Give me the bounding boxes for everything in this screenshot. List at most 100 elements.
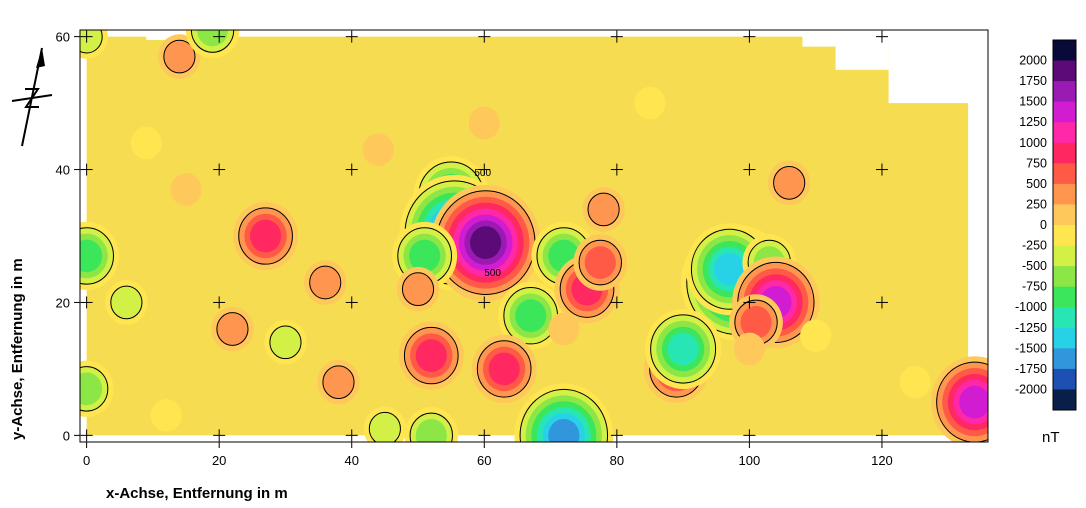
crosshair-mark [478, 163, 491, 176]
crosshair-mark [345, 30, 358, 43]
crosshair-mark [478, 429, 491, 442]
anomaly [105, 280, 148, 325]
colorbar-swatch [1053, 389, 1076, 411]
anomaly-ring [130, 126, 162, 160]
colorbar-swatch [1053, 60, 1076, 82]
anomaly [514, 383, 614, 442]
anomaly-ring [415, 419, 447, 442]
colorbar-unit: nT [1042, 429, 1060, 446]
x-axis-title: x-Achse, Entfernung in m [106, 485, 288, 502]
x-tick-label: 100 [739, 453, 761, 468]
anomaly [185, 30, 240, 59]
anomaly-ring [415, 339, 447, 372]
contour-label: 500 [484, 268, 501, 279]
colorbar-label: -1750 [1015, 362, 1047, 376]
anomaly-ring [163, 39, 196, 74]
anomaly-ring [216, 312, 249, 346]
anomaly [363, 406, 407, 442]
anomaly-ring [80, 30, 103, 54]
crosshair-mark [345, 429, 358, 442]
no-data-area [146, 30, 180, 40]
anomaly [548, 312, 580, 346]
anomaly [264, 320, 307, 365]
crosshair-mark [80, 296, 93, 309]
x-tick-label: 60 [477, 453, 491, 468]
anomaly [634, 86, 666, 120]
crosshair-mark [213, 30, 226, 43]
anomaly-ring [196, 30, 229, 47]
crosshair-mark [875, 163, 888, 176]
crosshair-mark [478, 296, 491, 309]
colorbar-swatch [1053, 348, 1076, 370]
y-axis-ticks: 0 20 40 60 [56, 30, 80, 443]
contour-labels: 500 500 [474, 168, 501, 279]
anomaly-ring [368, 411, 401, 442]
anomaly-ring [773, 165, 806, 200]
crosshair-mark [345, 296, 358, 309]
anomaly-ring [110, 285, 143, 320]
colorbar-label: -250 [1022, 239, 1047, 253]
x-tick-label: 20 [212, 453, 226, 468]
anomaly-ring [899, 365, 931, 399]
colorbar-swatch [1053, 245, 1076, 267]
anomaly [211, 306, 254, 352]
anomaly-ring [409, 239, 441, 273]
crosshair-mark [213, 163, 226, 176]
anomaly-ring [959, 385, 988, 419]
crosshair-mark [610, 296, 623, 309]
plot-frame [79, 29, 989, 443]
colorbar-swatch [1053, 327, 1076, 349]
crosshair-mark [80, 30, 93, 43]
anomaly [404, 407, 459, 442]
anomaly [362, 133, 394, 166]
anomaly-ring [170, 173, 202, 206]
anomaly [170, 173, 202, 206]
anomaly-ring [587, 192, 620, 227]
anomaly-ring [584, 246, 616, 279]
x-axis-ticks: 0 20 40 60 80 100 120 [83, 442, 893, 468]
anomaly-ring [309, 265, 342, 300]
anomaly-ring [548, 419, 580, 442]
anomaly [582, 187, 625, 232]
colorbar-label: 2000 [1019, 54, 1047, 68]
anomaly-ring [740, 306, 772, 339]
contour-label: 500 [474, 168, 491, 179]
anomaly-ring [800, 319, 832, 353]
colorbar-label: 250 [1026, 197, 1047, 211]
anomaly [398, 321, 464, 390]
y-tick-label: 60 [56, 30, 70, 45]
anomaly [767, 160, 811, 206]
crosshair-mark [875, 30, 888, 43]
anomaly-ring [548, 312, 580, 346]
colorbar-label: -500 [1022, 259, 1047, 273]
no-data-area [888, 30, 988, 104]
anomaly [931, 356, 988, 442]
colorbar-swatch [1053, 142, 1076, 164]
anomaly [573, 234, 628, 291]
colorbar-swatch [1053, 183, 1076, 205]
crosshair-mark [610, 429, 623, 442]
anomaly-ring [362, 133, 394, 166]
y-tick-label: 20 [56, 295, 70, 310]
anomaly-ring [634, 86, 666, 120]
crosshair-mark [80, 163, 93, 176]
colorbar-label: -750 [1022, 280, 1047, 294]
crosshair-mark [743, 30, 756, 43]
anomaly-ring [269, 325, 302, 360]
colorbar-label: 1000 [1019, 136, 1047, 150]
crosshair-mark [875, 429, 888, 442]
colorbar-swatch [1053, 40, 1076, 62]
no-data-area [802, 30, 836, 47]
anomaly [468, 106, 500, 140]
anomaly [80, 221, 120, 291]
anomaly [150, 399, 182, 432]
no-data-area [971, 103, 988, 130]
anomaly-ring [515, 299, 547, 333]
anomaly [800, 319, 832, 353]
crosshair-mark [80, 429, 93, 442]
x-tick-label: 120 [871, 453, 893, 468]
crosshair-mark [610, 163, 623, 176]
colorbar-swatch [1053, 368, 1076, 390]
colorbar-label: 1750 [1019, 74, 1047, 88]
